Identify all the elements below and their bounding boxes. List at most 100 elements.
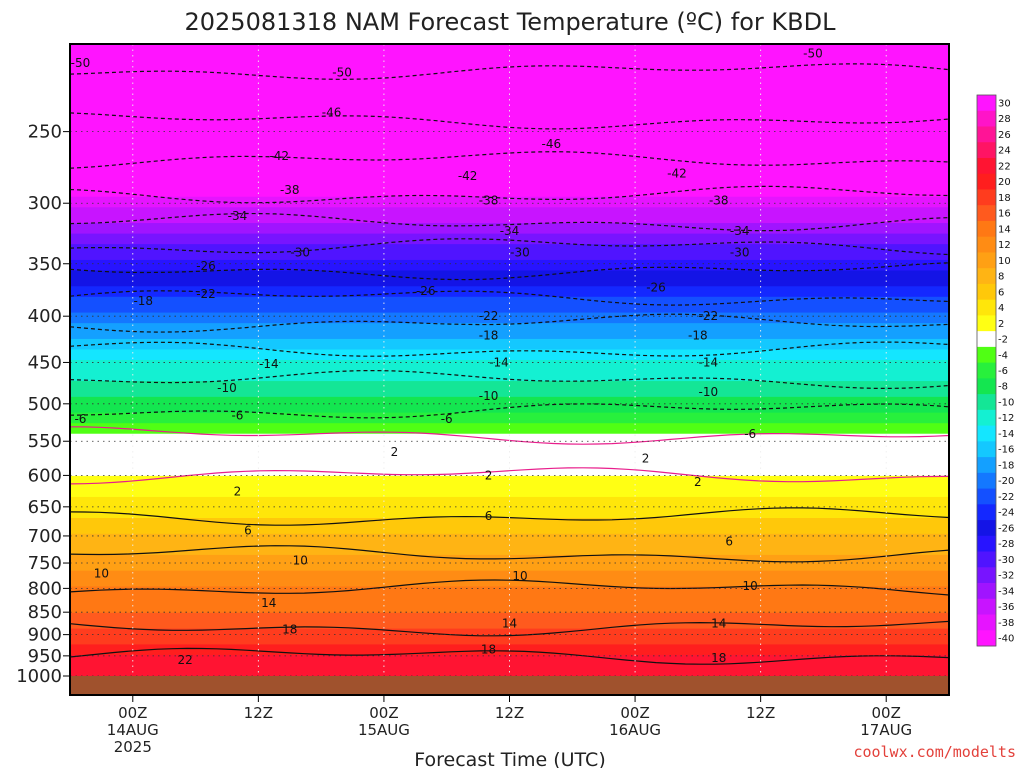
x-tick-label: 00Z <box>369 704 398 722</box>
contour-label: -18 <box>133 294 153 308</box>
contour-label: -30 <box>730 245 750 259</box>
colorbar-swatch <box>977 283 996 301</box>
contour-label: 6 <box>244 523 252 537</box>
y-tick-label: 850 <box>28 602 62 623</box>
temp-band <box>70 302 949 308</box>
contour-label: -26 <box>416 284 436 298</box>
colorbar-label: -34 <box>998 586 1014 597</box>
colorbar-label: 6 <box>998 287 1004 298</box>
contour-label: -6 <box>441 412 453 426</box>
temp-band <box>70 433 949 440</box>
temp-band <box>70 417 949 424</box>
temp-band <box>70 670 949 677</box>
temp-band <box>70 286 949 293</box>
contour-label: 2 <box>642 452 650 466</box>
contour-label: -50 <box>803 47 823 61</box>
contour-label: -34 <box>500 224 520 238</box>
contour-label: -50 <box>71 56 91 70</box>
temp-band <box>70 138 949 145</box>
contour-label: 10 <box>94 566 109 580</box>
contour-label: 6 <box>725 535 733 549</box>
y-tick-label: 400 <box>28 306 62 327</box>
contour-label: -30 <box>290 245 310 259</box>
temp-band <box>70 623 949 630</box>
temp-band <box>70 649 949 656</box>
temp-band <box>70 665 949 672</box>
temp-band <box>70 165 949 171</box>
x-axis-label: Forecast Time (UTC) <box>414 749 605 768</box>
y-tick-label: 750 <box>28 553 62 574</box>
colorbar-swatch <box>977 315 996 332</box>
colorbar-label: -8 <box>998 382 1008 393</box>
y-tick-label: 1000 <box>16 666 62 687</box>
colorbar-swatch <box>977 95 996 112</box>
plot-area: -50-50-50-46-46-42-42 -42-38-38 -38-34-34-… <box>70 44 949 695</box>
temp-band <box>70 496 949 503</box>
contour-label: 14 <box>502 617 517 631</box>
x-tick-date: 14AUG <box>107 721 159 739</box>
colorbar-label: -36 <box>998 602 1014 613</box>
x-tick-year: 2025 <box>114 738 152 756</box>
isotherm-line <box>70 467 949 485</box>
contour-label: -42 <box>458 169 478 183</box>
colorbar-frame <box>976 94 997 647</box>
temp-band <box>70 54 949 61</box>
contour-label: 6 <box>485 509 493 523</box>
temp-band <box>70 59 949 66</box>
contour-label: 10 <box>512 569 527 583</box>
colorbar-swatch <box>977 441 996 458</box>
y-tick-label: 900 <box>28 625 62 646</box>
temp-band <box>70 391 949 398</box>
temp-band <box>70 570 949 577</box>
colorbar-label: -40 <box>998 634 1014 645</box>
temp-band <box>70 644 949 651</box>
colorbar-swatch <box>977 236 996 253</box>
colorbar-label: 16 <box>998 209 1011 220</box>
colorbar-label: 28 <box>998 114 1011 125</box>
colorbar-swatch <box>977 205 996 222</box>
temp-band <box>70 191 949 198</box>
y-tick-label: 250 <box>28 122 62 143</box>
temp-band <box>70 539 949 545</box>
temp-band <box>70 439 949 445</box>
x-tick-label: 00Z <box>620 704 649 722</box>
temp-band <box>70 149 949 156</box>
temp-band <box>70 396 949 403</box>
temp-band <box>70 281 949 287</box>
temp-band <box>70 428 949 435</box>
temp-band <box>70 370 949 377</box>
temp-band <box>70 254 949 261</box>
contour-label: -30 <box>510 245 530 259</box>
x-tick-date: 16AUG <box>609 721 661 739</box>
colorbar-label: -24 <box>998 508 1014 519</box>
temp-band <box>70 407 949 414</box>
colorbar-swatch <box>977 362 996 379</box>
colorbar-swatch <box>977 583 996 600</box>
x-tick-label: 12Z <box>746 704 775 722</box>
temp-band <box>70 618 949 624</box>
contour-label: 10 <box>293 553 308 567</box>
temp-band <box>70 423 949 430</box>
temp-band <box>70 402 949 408</box>
temp-band <box>70 270 949 277</box>
x-tick-date: 15AUG <box>358 721 410 739</box>
colorbar-label: 12 <box>998 240 1011 251</box>
contour-label: -14 <box>259 357 279 371</box>
temp-band <box>70 386 949 393</box>
colorbar-label: -22 <box>998 492 1014 503</box>
ground-surface <box>70 676 949 695</box>
temp-band <box>70 375 949 382</box>
contour-label: -18 <box>479 328 499 342</box>
temp-band <box>70 523 949 530</box>
colorbar-swatch <box>977 551 996 568</box>
contour-label: 18 <box>711 651 726 665</box>
y-tick-label: 350 <box>28 254 62 275</box>
isotherm-line <box>70 545 949 563</box>
colorbar-swatch <box>977 142 996 159</box>
temp-band <box>70 528 949 535</box>
colorbar-swatch <box>977 378 996 395</box>
contour-label: 2 <box>391 445 399 459</box>
gridlines <box>70 44 949 677</box>
x-tick-label: 00Z <box>118 704 147 722</box>
